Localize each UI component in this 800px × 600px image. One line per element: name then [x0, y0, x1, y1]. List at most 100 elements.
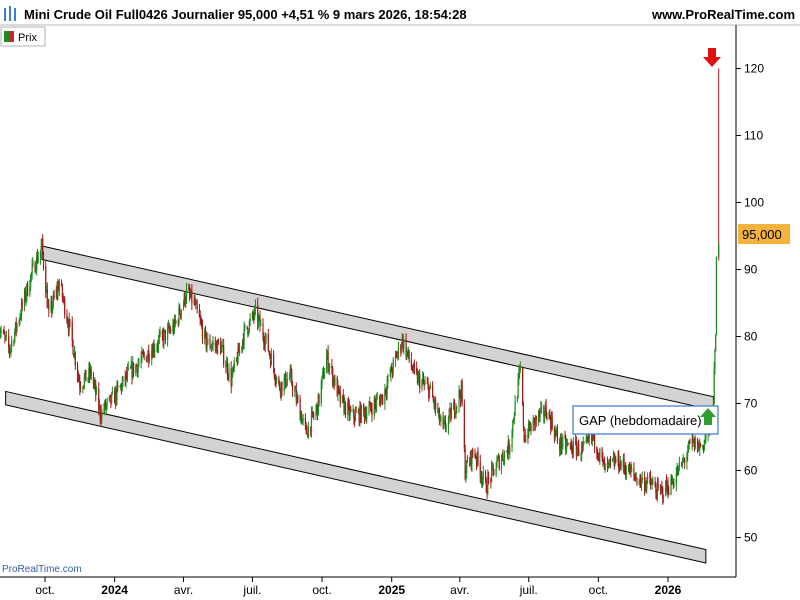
price-candle [469, 462, 471, 464]
price-candle [307, 434, 309, 438]
price-candle [675, 473, 677, 485]
price-candle [179, 307, 181, 315]
price-candle [419, 375, 421, 389]
price-candle [588, 435, 590, 441]
price-candle [537, 412, 540, 421]
price-candle [172, 324, 174, 333]
price-candle [396, 354, 398, 358]
price-candle [519, 367, 521, 370]
price-candle [528, 421, 531, 430]
price-candle [132, 362, 135, 374]
price-candle [683, 459, 685, 461]
price-candle [672, 481, 674, 486]
price-candle [581, 444, 584, 448]
price-candle [693, 439, 695, 442]
price-candle [439, 420, 441, 422]
price-candle [242, 339, 244, 345]
price-candle [174, 318, 176, 323]
price-candle [527, 435, 529, 438]
price-candle [493, 469, 495, 475]
price-candle [104, 401, 106, 411]
price-candle [262, 323, 264, 337]
price-candle [31, 265, 33, 274]
price-candle [604, 463, 606, 470]
price-candle [713, 368, 715, 405]
price-candle [227, 374, 229, 378]
price-candle [173, 318, 176, 332]
price-candle [676, 469, 678, 474]
price-candle [529, 425, 531, 430]
price-candle [185, 300, 187, 304]
price-candle [567, 443, 569, 445]
site-name[interactable]: www.ProRealTime.com [651, 7, 795, 22]
price-candle [62, 297, 64, 300]
price-candle [693, 439, 696, 449]
price-candle [95, 383, 97, 395]
price-candle [36, 255, 39, 263]
price-candle [336, 377, 338, 397]
price-candle [427, 383, 429, 386]
price-candle [211, 344, 213, 347]
price-candle [631, 468, 633, 471]
price-candle [422, 378, 424, 382]
price-candle [453, 402, 456, 415]
price-candle [714, 349, 716, 369]
price-candle [322, 371, 325, 379]
price-candle [341, 395, 344, 403]
price-candle [9, 350, 11, 353]
price-candle [560, 437, 562, 449]
price-candle [434, 400, 436, 406]
price-candle [163, 330, 165, 343]
price-candle [55, 288, 57, 298]
price-candle [126, 369, 129, 378]
legend[interactable]: Prix [0, 26, 46, 47]
watermark: ProRealTime.com [2, 564, 82, 575]
price-candle [14, 331, 16, 343]
y-tick-label: 60 [744, 464, 758, 478]
price-candle [279, 389, 282, 394]
price-candle [556, 431, 558, 434]
price-candle [254, 304, 257, 309]
price-candle [21, 302, 23, 307]
price-candle [633, 468, 635, 475]
price-candle [512, 419, 515, 421]
price-candle [540, 406, 543, 408]
price-candle [512, 420, 514, 432]
price-candle [508, 440, 510, 453]
price-candle [681, 460, 683, 466]
price-candle [310, 412, 313, 432]
price-candle [226, 362, 229, 375]
price-candle [182, 303, 185, 310]
price-candle [205, 333, 207, 349]
price-candle [670, 478, 672, 495]
price-candle [603, 459, 605, 461]
price-candle [145, 356, 148, 362]
price-candle [551, 417, 553, 428]
price-candle [535, 416, 537, 421]
price-candle [68, 319, 70, 331]
price-candle [487, 476, 490, 479]
price-candle [316, 404, 319, 416]
price-candle [702, 445, 705, 450]
price-candle [715, 257, 718, 336]
price-candle [607, 462, 609, 465]
price-candle [257, 304, 259, 324]
price-candle [156, 346, 158, 351]
price-candle [602, 457, 604, 460]
price-candle [522, 404, 525, 428]
price-candle [692, 438, 694, 442]
price-candle [407, 350, 409, 354]
price-candle [646, 475, 649, 483]
price-candle [444, 420, 446, 423]
price-candle [231, 375, 233, 387]
price-candle [587, 438, 590, 441]
price-candle [454, 413, 456, 415]
price-candle [401, 336, 403, 347]
price-candle [325, 355, 328, 373]
price-candle [519, 369, 521, 374]
price-candle [8, 346, 11, 353]
price-candle [51, 301, 53, 312]
price-candle [295, 389, 297, 402]
price-candle [26, 283, 29, 296]
price-candle [93, 383, 95, 385]
